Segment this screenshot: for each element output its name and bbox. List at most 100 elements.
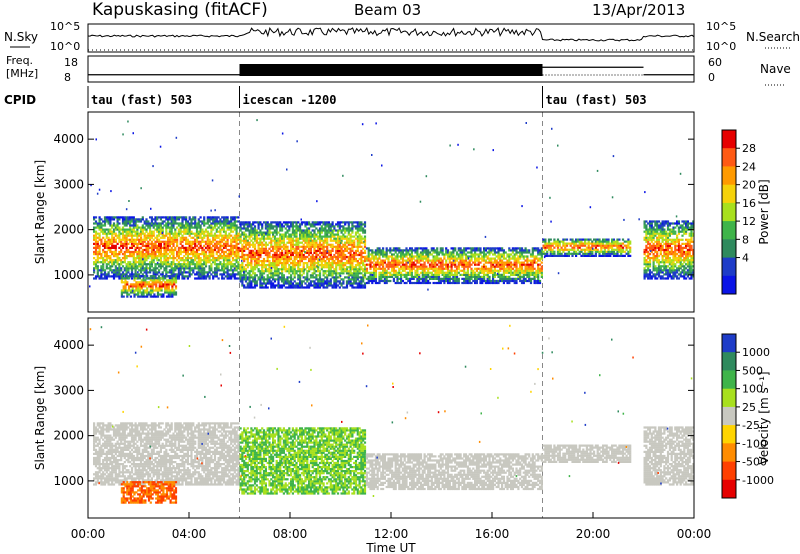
scatter-cell xyxy=(445,275,448,278)
scatter-cell xyxy=(154,228,157,231)
scatter-cell xyxy=(322,241,325,244)
scatter-cell xyxy=(181,238,184,241)
scatter-cell xyxy=(208,257,211,260)
scatter-cell xyxy=(137,285,140,288)
scatter-cell xyxy=(213,261,217,264)
scatter-cell xyxy=(416,273,419,276)
scatter-cell xyxy=(181,250,184,254)
scatter-cell xyxy=(252,233,255,236)
scatter-cell xyxy=(146,291,149,294)
scatter-cell xyxy=(259,255,262,259)
scatter-cell xyxy=(288,251,291,254)
scatter-cell xyxy=(315,274,318,277)
scatter-cell xyxy=(165,291,169,294)
scatter-cell xyxy=(360,235,363,238)
scatter-cell xyxy=(324,276,327,279)
scatter-cell xyxy=(131,285,134,288)
scatter-cell xyxy=(308,253,311,257)
scatter-cell xyxy=(132,250,135,254)
scatter-cell xyxy=(336,251,340,254)
scatter-cell xyxy=(347,278,350,281)
scatter-cell xyxy=(165,230,168,233)
scatter-cell xyxy=(195,261,199,264)
scatter-cell xyxy=(299,237,302,240)
scatter-cell xyxy=(362,284,365,287)
scatter-cell xyxy=(324,237,327,240)
scatter-cell xyxy=(409,267,412,270)
scatter-cell xyxy=(190,269,193,272)
scatter-cell xyxy=(172,224,175,227)
scatter-cell xyxy=(311,239,314,242)
scatter-cell xyxy=(126,281,129,284)
scatter-cell xyxy=(221,216,224,219)
scatter-cell xyxy=(421,257,424,260)
scatter-cell xyxy=(410,265,413,268)
scatter-cell xyxy=(345,266,349,269)
scatter-cell xyxy=(351,264,354,267)
scatter-cell xyxy=(172,216,175,219)
scatter-cell xyxy=(139,226,143,229)
scatter-cell xyxy=(434,259,437,262)
scatter-cell xyxy=(206,220,209,223)
scatter-cell xyxy=(291,253,294,257)
scatter-cell xyxy=(179,240,182,243)
scatter-cell xyxy=(130,250,134,254)
scatter-cell xyxy=(129,216,132,219)
scatter-cell xyxy=(308,270,311,273)
scatter-cell xyxy=(143,226,146,229)
scatter-cell xyxy=(342,235,345,238)
scatter-cell xyxy=(374,271,377,274)
scatter-cell xyxy=(261,264,264,267)
scatter-cell xyxy=(206,242,209,245)
scatter-cell xyxy=(181,273,184,276)
scatter-cell xyxy=(215,242,218,245)
scatter-cell xyxy=(133,283,136,286)
scatter-cell xyxy=(335,270,338,273)
scatter-cell xyxy=(270,272,273,275)
scatter-cell xyxy=(94,246,98,249)
cpid-segment-label-0: tau (fast) 503 xyxy=(91,93,192,107)
scatter-cell xyxy=(446,263,450,266)
scatter-cell xyxy=(335,233,338,236)
scatter-cell xyxy=(382,265,385,268)
scatter-cell xyxy=(275,278,278,281)
scatter-cell xyxy=(356,272,359,275)
scatter-cell xyxy=(233,220,236,223)
scatter-cell xyxy=(304,286,307,289)
scatter-cell xyxy=(304,247,307,250)
scatter-cell xyxy=(195,257,199,260)
scatter-cell xyxy=(215,267,218,270)
scatter-cell xyxy=(504,267,507,270)
scatter-cell xyxy=(261,227,264,230)
scatter-cell xyxy=(409,265,412,268)
scatter-cell xyxy=(463,247,466,250)
scatter-cell xyxy=(392,267,395,270)
scatter-cell xyxy=(221,277,224,280)
scatter-cell xyxy=(320,227,323,230)
scatter-cell xyxy=(409,257,412,260)
scatter-cell xyxy=(165,261,168,264)
scatter-cell xyxy=(159,224,162,227)
scatter-cell xyxy=(244,274,248,277)
scatter-cell xyxy=(98,250,101,254)
scatter-cell xyxy=(237,242,240,245)
scatter-cell xyxy=(213,248,217,252)
scatter-cell xyxy=(139,253,143,256)
scatter-cell xyxy=(295,282,298,285)
scatter-cell xyxy=(255,262,258,265)
scatter-cell xyxy=(204,263,208,266)
scatter-cell xyxy=(213,224,217,227)
scatter-cell xyxy=(317,237,320,240)
scatter-cell xyxy=(153,289,156,292)
scatter-cell xyxy=(188,265,191,268)
scatter-cell xyxy=(329,266,332,269)
scatter-cell xyxy=(454,273,457,276)
scatter-cell xyxy=(504,261,507,264)
scatter-cell xyxy=(479,281,482,285)
scatter-cell xyxy=(188,218,191,221)
scatter-cell xyxy=(100,218,103,221)
scatter-cell xyxy=(219,273,222,276)
scatter-cell xyxy=(461,263,464,266)
scatter-cell xyxy=(174,281,178,284)
scatter-cell xyxy=(228,257,231,260)
